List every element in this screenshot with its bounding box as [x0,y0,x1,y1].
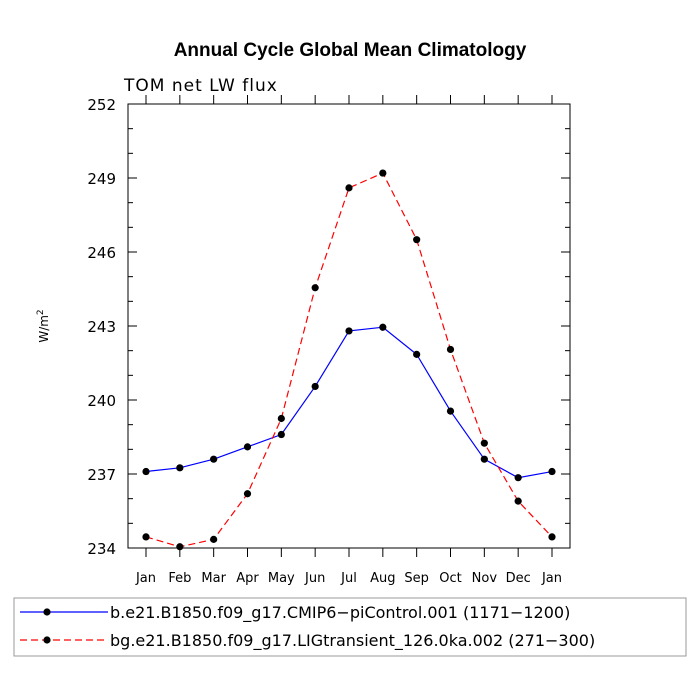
data-point [480,455,488,463]
plot-frame [127,103,571,549]
data-point [142,533,150,541]
series-line-1 [145,326,553,479]
data-point [446,345,455,354]
x-tick-label: Feb [168,571,191,586]
x-tick-label: Jan [541,571,562,586]
x-tick-label: Apr [236,571,259,586]
data-point [243,490,252,498]
legend: b.e21.B1850.f09_g17.CMIP6−piControl.001 … [13,597,687,657]
x-tick-label: Dec [506,571,531,586]
data-point [480,439,488,447]
y-axis-label: W/m2 [36,309,51,342]
x-tick-label: Nov [472,571,498,586]
data-point [413,236,421,244]
data-point [243,443,252,451]
series-1 [142,323,556,482]
y-axis-label-unit: W/m [37,315,51,343]
legend-label-2: bg.e21.B1850.f09_g17.LIGtransient_126.0k… [110,631,595,651]
data-point [446,407,455,415]
y-tick-label: 234 [87,540,116,558]
y-tick-label: 237 [87,466,116,484]
data-point [210,535,218,543]
data-point [176,543,184,551]
y-tick-label: 249 [87,170,116,188]
data-point [311,382,319,391]
data-point [345,184,353,192]
data-point [277,414,285,423]
y-tick-label: 252 [87,96,116,114]
series-line-2 [145,172,553,548]
data-point [548,533,556,541]
data-point [379,169,387,177]
data-point [548,467,556,476]
y-tick-label: 243 [87,318,116,336]
x-tick-label: Mar [201,571,226,586]
chart-title: Annual Cycle Global Mean Climatology [174,40,527,61]
legend-marker [43,636,51,644]
data-point [311,284,319,292]
series-2 [142,169,556,551]
legend-box [13,597,687,657]
x-tick-label: Oct [439,571,461,586]
y-tick-label: 240 [87,392,116,410]
x-tick-label: Jan [135,571,156,586]
x-tick-label: May [268,571,295,586]
chart-subtitle: TOM net LW flux [123,76,278,96]
y-tick-label: 246 [87,244,116,262]
x-tick-label: Aug [370,571,395,586]
data-point [277,430,285,439]
legend-label-1: b.e21.B1850.f09_g17.CMIP6−piControl.001 … [110,603,570,623]
data-point [142,467,150,476]
x-tick-label: Jul [340,571,357,586]
data-point [345,327,353,335]
x-tick-label: Sep [404,571,429,586]
legend-marker [43,608,51,616]
data-point [379,323,387,331]
data-point [413,350,421,358]
x-tick-label: Jun [304,571,325,586]
data-point [514,474,522,482]
data-point [176,464,184,472]
data-point [210,455,218,463]
data-point [514,497,522,505]
y-axis-label-exponent: 2 [36,309,46,315]
